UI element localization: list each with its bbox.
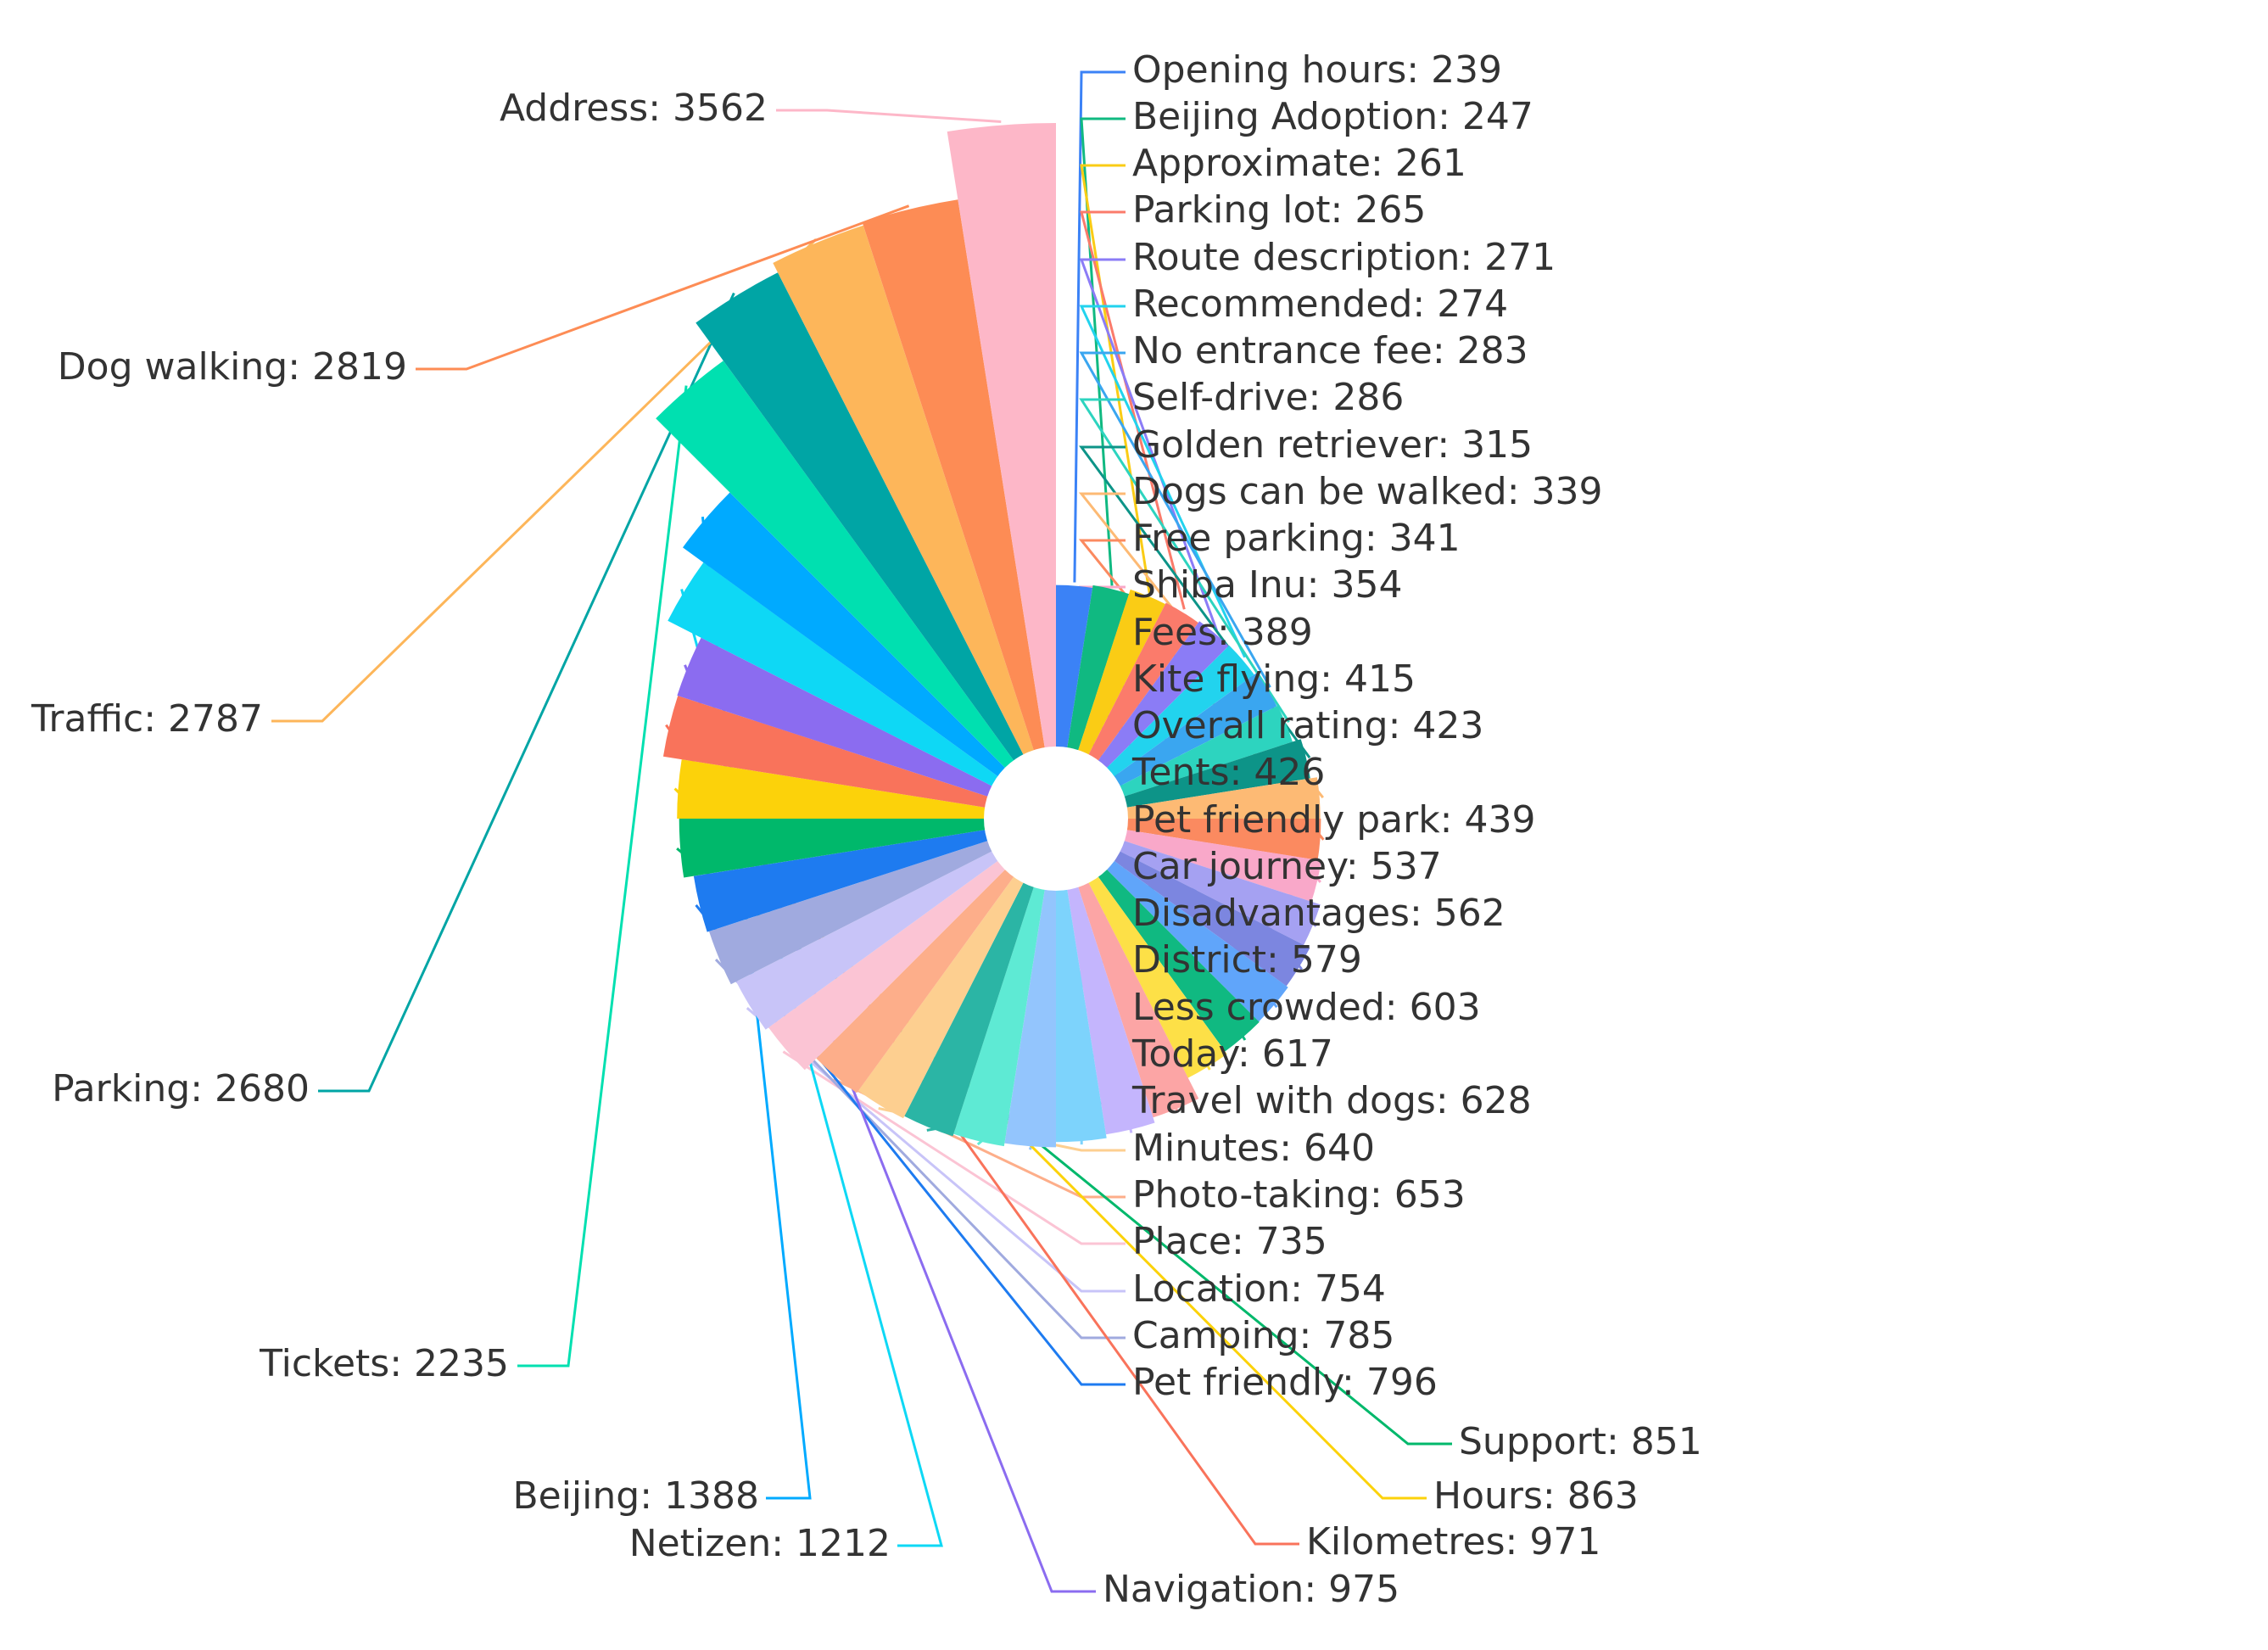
slice-label: Dogs can be walked: 339 (1132, 470, 1603, 513)
slice-kite-flying (1056, 819, 1310, 987)
center-hole (984, 747, 1128, 891)
slice-hours (677, 759, 1056, 819)
leader-line (1079, 351, 1271, 688)
slice-car-journey (1056, 819, 1199, 1118)
slice-label: Shiba Inu: 354 (1132, 563, 1402, 607)
slice-label: Free parking: 341 (1132, 517, 1461, 560)
leader-line (1079, 398, 1290, 724)
slice-label: Photo-taking: 653 (1132, 1173, 1466, 1217)
slice-support (679, 819, 1056, 878)
rose-slices (656, 123, 1321, 1148)
slice-tents (1056, 819, 1260, 1052)
slice-label: Parking lot: 265 (1132, 188, 1426, 232)
slice-label: Today: 617 (1131, 1032, 1333, 1076)
slice-camping (709, 819, 1056, 985)
slice-minutes (857, 819, 1056, 1119)
slice-label: Car journey: 537 (1132, 845, 1442, 888)
slice-disadvantages (1056, 819, 1155, 1135)
slice-label: Golden retriever: 315 (1132, 423, 1533, 467)
slice-label: Support: 851 (1459, 1420, 1702, 1463)
slice-travel-with-dogs (904, 819, 1056, 1137)
slice-district (1056, 819, 1107, 1143)
slice-label: Tents: 426 (1131, 751, 1325, 794)
slice-label: Pet friendly: 796 (1132, 1361, 1438, 1404)
slice-kilometres (663, 696, 1056, 819)
leader-line (517, 385, 688, 1368)
slice-label: Self-drive: 286 (1132, 376, 1404, 419)
slice-label: Opening hours: 239 (1132, 48, 1502, 92)
slice-label: Camping: 785 (1132, 1314, 1394, 1357)
slice-label: Hours: 863 (1433, 1474, 1639, 1518)
leader-line (271, 238, 818, 723)
slice-pet-friendly (693, 819, 1056, 932)
slice-label: Overall rating: 423 (1132, 704, 1483, 747)
slice-label: Beijing: 1388 (512, 1474, 759, 1518)
slice-label: Navigation: 975 (1103, 1568, 1399, 1611)
slice-label: Travel with dogs: 628 (1131, 1079, 1532, 1122)
slice-label: Pet friendly park: 439 (1132, 798, 1535, 842)
slice-label: Location: 754 (1132, 1267, 1386, 1311)
slice-label: Dog walking: 2819 (58, 345, 407, 389)
slice-traffic (773, 225, 1056, 819)
slice-label: Netizen: 1212 (629, 1522, 891, 1565)
slice-label: Parking: 2680 (52, 1067, 310, 1110)
slice-beijing (683, 492, 1056, 819)
leader-line (1079, 258, 1218, 631)
slice-label: Tickets: 2235 (259, 1342, 509, 1385)
slice-label: Beijing Adoption: 247 (1132, 95, 1533, 138)
slice-today (953, 819, 1056, 1147)
slice-overall-rating (1056, 819, 1288, 1022)
slice-label: Route description: 271 (1132, 236, 1556, 279)
leader-line (1080, 164, 1151, 594)
slice-label: Traffic: 2787 (31, 697, 263, 741)
slice-label: Place: 735 (1132, 1220, 1327, 1263)
slice-label: Kilometres: 971 (1306, 1520, 1600, 1563)
slice-fees (1056, 819, 1321, 945)
slice-pet-friendly-park (1056, 819, 1227, 1078)
leader-line (776, 109, 1002, 123)
leader-line (714, 959, 1126, 1340)
slice-label: Kite flying: 415 (1132, 657, 1416, 701)
slice-navigation (677, 637, 1056, 819)
leader-line (1073, 70, 1126, 583)
slice-label: Less crowded: 603 (1132, 986, 1481, 1029)
leader-line (416, 204, 910, 371)
slice-label: District: 579 (1132, 938, 1362, 982)
slice-label: Recommended: 274 (1132, 282, 1508, 326)
slice-less-crowded (1004, 819, 1056, 1148)
slice-label: Minutes: 640 (1132, 1127, 1375, 1170)
slice-location (736, 819, 1056, 1030)
slice-address (947, 123, 1056, 819)
leader-line (782, 1050, 1126, 1245)
slice-place (768, 819, 1056, 1071)
slice-label: Approximate: 261 (1132, 142, 1466, 185)
leader-line (318, 292, 735, 1093)
slice-tickets (656, 361, 1056, 819)
slice-dog-walking (862, 199, 1056, 819)
slice-netizen (668, 562, 1056, 819)
slice-label: Address: 3562 (500, 87, 768, 130)
slice-label: Fees: 389 (1132, 611, 1313, 654)
slice-photo-taking (816, 819, 1056, 1093)
slice-label: Disadvantages: 562 (1132, 892, 1505, 935)
leader-line (1079, 305, 1247, 658)
slice-label: No entrance fee: 283 (1132, 329, 1528, 372)
slice-parking (695, 272, 1056, 819)
